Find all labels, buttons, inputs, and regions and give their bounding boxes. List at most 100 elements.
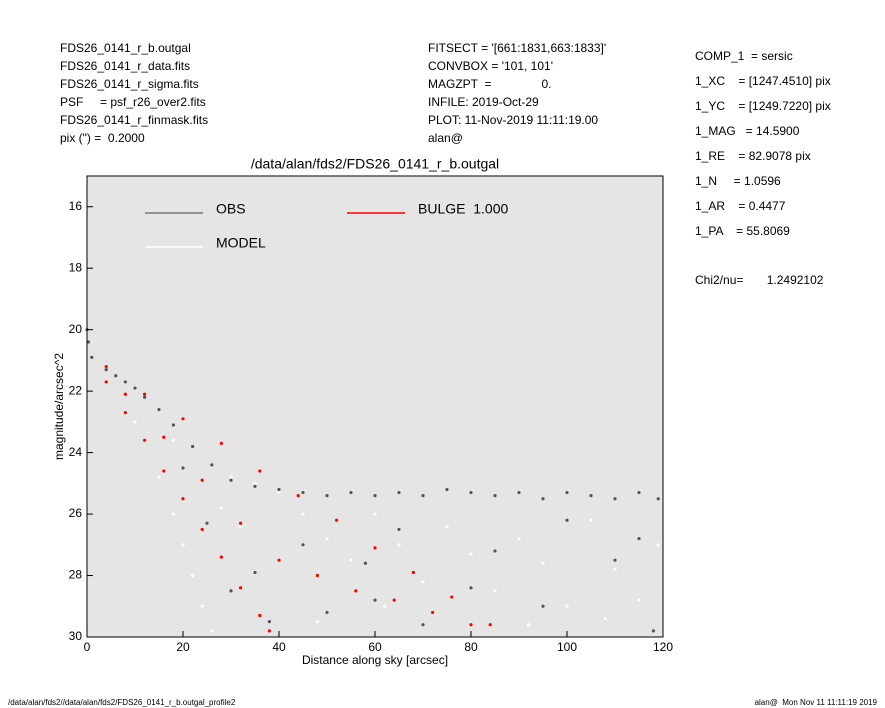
point xyxy=(200,478,204,482)
header-left-line: pix (") = 0.2000 xyxy=(60,131,145,145)
point xyxy=(335,518,339,522)
point xyxy=(267,620,271,624)
point xyxy=(315,620,319,624)
point xyxy=(296,494,300,498)
header-left-line: FDS26_0141_r_finmask.fits xyxy=(60,113,208,127)
point xyxy=(469,586,473,590)
header-left-line: PSF = psf_r26_over2.fits xyxy=(60,95,206,109)
point xyxy=(493,589,497,593)
point xyxy=(603,616,608,621)
point xyxy=(253,484,257,489)
point xyxy=(239,586,243,590)
point xyxy=(200,604,204,608)
point xyxy=(541,497,545,501)
header-right-line: 1_AR = 0.4477 xyxy=(695,199,786,213)
point xyxy=(373,512,377,516)
point xyxy=(171,512,175,516)
point xyxy=(397,543,401,547)
point xyxy=(104,380,108,384)
header-right-line: 1_RE = 82.9078 pix xyxy=(695,149,811,163)
point xyxy=(205,521,209,525)
point xyxy=(431,610,435,615)
point xyxy=(541,561,545,565)
header-right-line: COMP_1 = sersic xyxy=(695,49,793,63)
point xyxy=(200,527,204,532)
point xyxy=(445,487,449,492)
point xyxy=(143,438,147,442)
header-middle-line: INFILE: 2019-Oct-29 xyxy=(428,95,539,109)
x-tick-label: 100 xyxy=(557,640,577,654)
header-right-line: 1_PA = 55.8069 xyxy=(695,224,790,238)
legend-label: OBS xyxy=(216,201,246,217)
point xyxy=(90,355,94,359)
point xyxy=(565,604,569,608)
header-right-line: 1_XC = [1247.4510] pix xyxy=(695,74,831,88)
y-axis-label: magnitude/arcsec^2 xyxy=(52,353,66,460)
y-tick-label: 24 xyxy=(69,445,83,459)
point xyxy=(421,580,425,584)
x-axis-label: Distance along sky [arcsec] xyxy=(302,653,448,667)
point xyxy=(301,490,305,495)
point xyxy=(239,524,243,528)
point xyxy=(613,497,617,501)
y-tick-label: 28 xyxy=(69,568,83,582)
point xyxy=(421,494,425,498)
point xyxy=(162,469,166,473)
legend-label: MODEL xyxy=(216,235,266,251)
point xyxy=(349,490,353,495)
x-tick-label: 120 xyxy=(653,640,673,654)
point xyxy=(104,368,108,372)
point xyxy=(373,494,377,498)
header-left-line: FDS26_0141_r_b.outgal xyxy=(60,41,191,55)
point xyxy=(565,490,569,495)
point xyxy=(541,604,545,608)
point xyxy=(258,469,262,473)
x-tick-label: 20 xyxy=(176,640,190,654)
point xyxy=(253,570,257,575)
chi2: Chi2/nu= 1.2492102 xyxy=(695,273,824,287)
point xyxy=(123,411,127,415)
point xyxy=(325,537,329,541)
point xyxy=(210,629,214,633)
point xyxy=(219,506,223,510)
header-middle-line: PLOT: 11-Nov-2019 11:11:19.00 xyxy=(428,113,598,127)
point xyxy=(349,558,353,562)
point xyxy=(613,567,617,571)
point xyxy=(613,558,617,562)
point xyxy=(373,546,377,550)
point xyxy=(191,444,195,449)
point xyxy=(104,364,108,369)
point xyxy=(445,524,449,528)
point xyxy=(181,417,185,421)
y-tick-label: 20 xyxy=(69,322,83,336)
legend-label: BULGE 1.000 xyxy=(418,201,508,217)
point xyxy=(363,561,367,565)
y-tick-label: 16 xyxy=(69,199,83,213)
point xyxy=(397,490,401,495)
point xyxy=(277,558,281,562)
header-middle-line: alan@ xyxy=(428,131,463,145)
point xyxy=(229,478,233,482)
point xyxy=(517,537,521,541)
point xyxy=(267,629,271,633)
point xyxy=(315,573,319,578)
header-right-line: 1_N = 1.0596 xyxy=(695,174,781,188)
point xyxy=(637,490,641,495)
point xyxy=(656,543,660,547)
point xyxy=(143,395,147,399)
point xyxy=(383,604,387,608)
point xyxy=(157,407,161,412)
point xyxy=(181,497,185,501)
x-tick-label: 60 xyxy=(368,640,382,654)
point xyxy=(656,497,660,501)
header-middle-line: MAGZPT = 0. xyxy=(428,77,551,91)
point xyxy=(450,595,454,599)
point xyxy=(277,490,281,495)
point xyxy=(258,613,262,618)
point xyxy=(133,420,137,424)
point xyxy=(325,610,329,615)
point xyxy=(229,589,233,593)
point xyxy=(123,380,127,384)
point xyxy=(86,340,91,344)
header-left-line: FDS26_0141_r_data.fits xyxy=(60,59,190,73)
